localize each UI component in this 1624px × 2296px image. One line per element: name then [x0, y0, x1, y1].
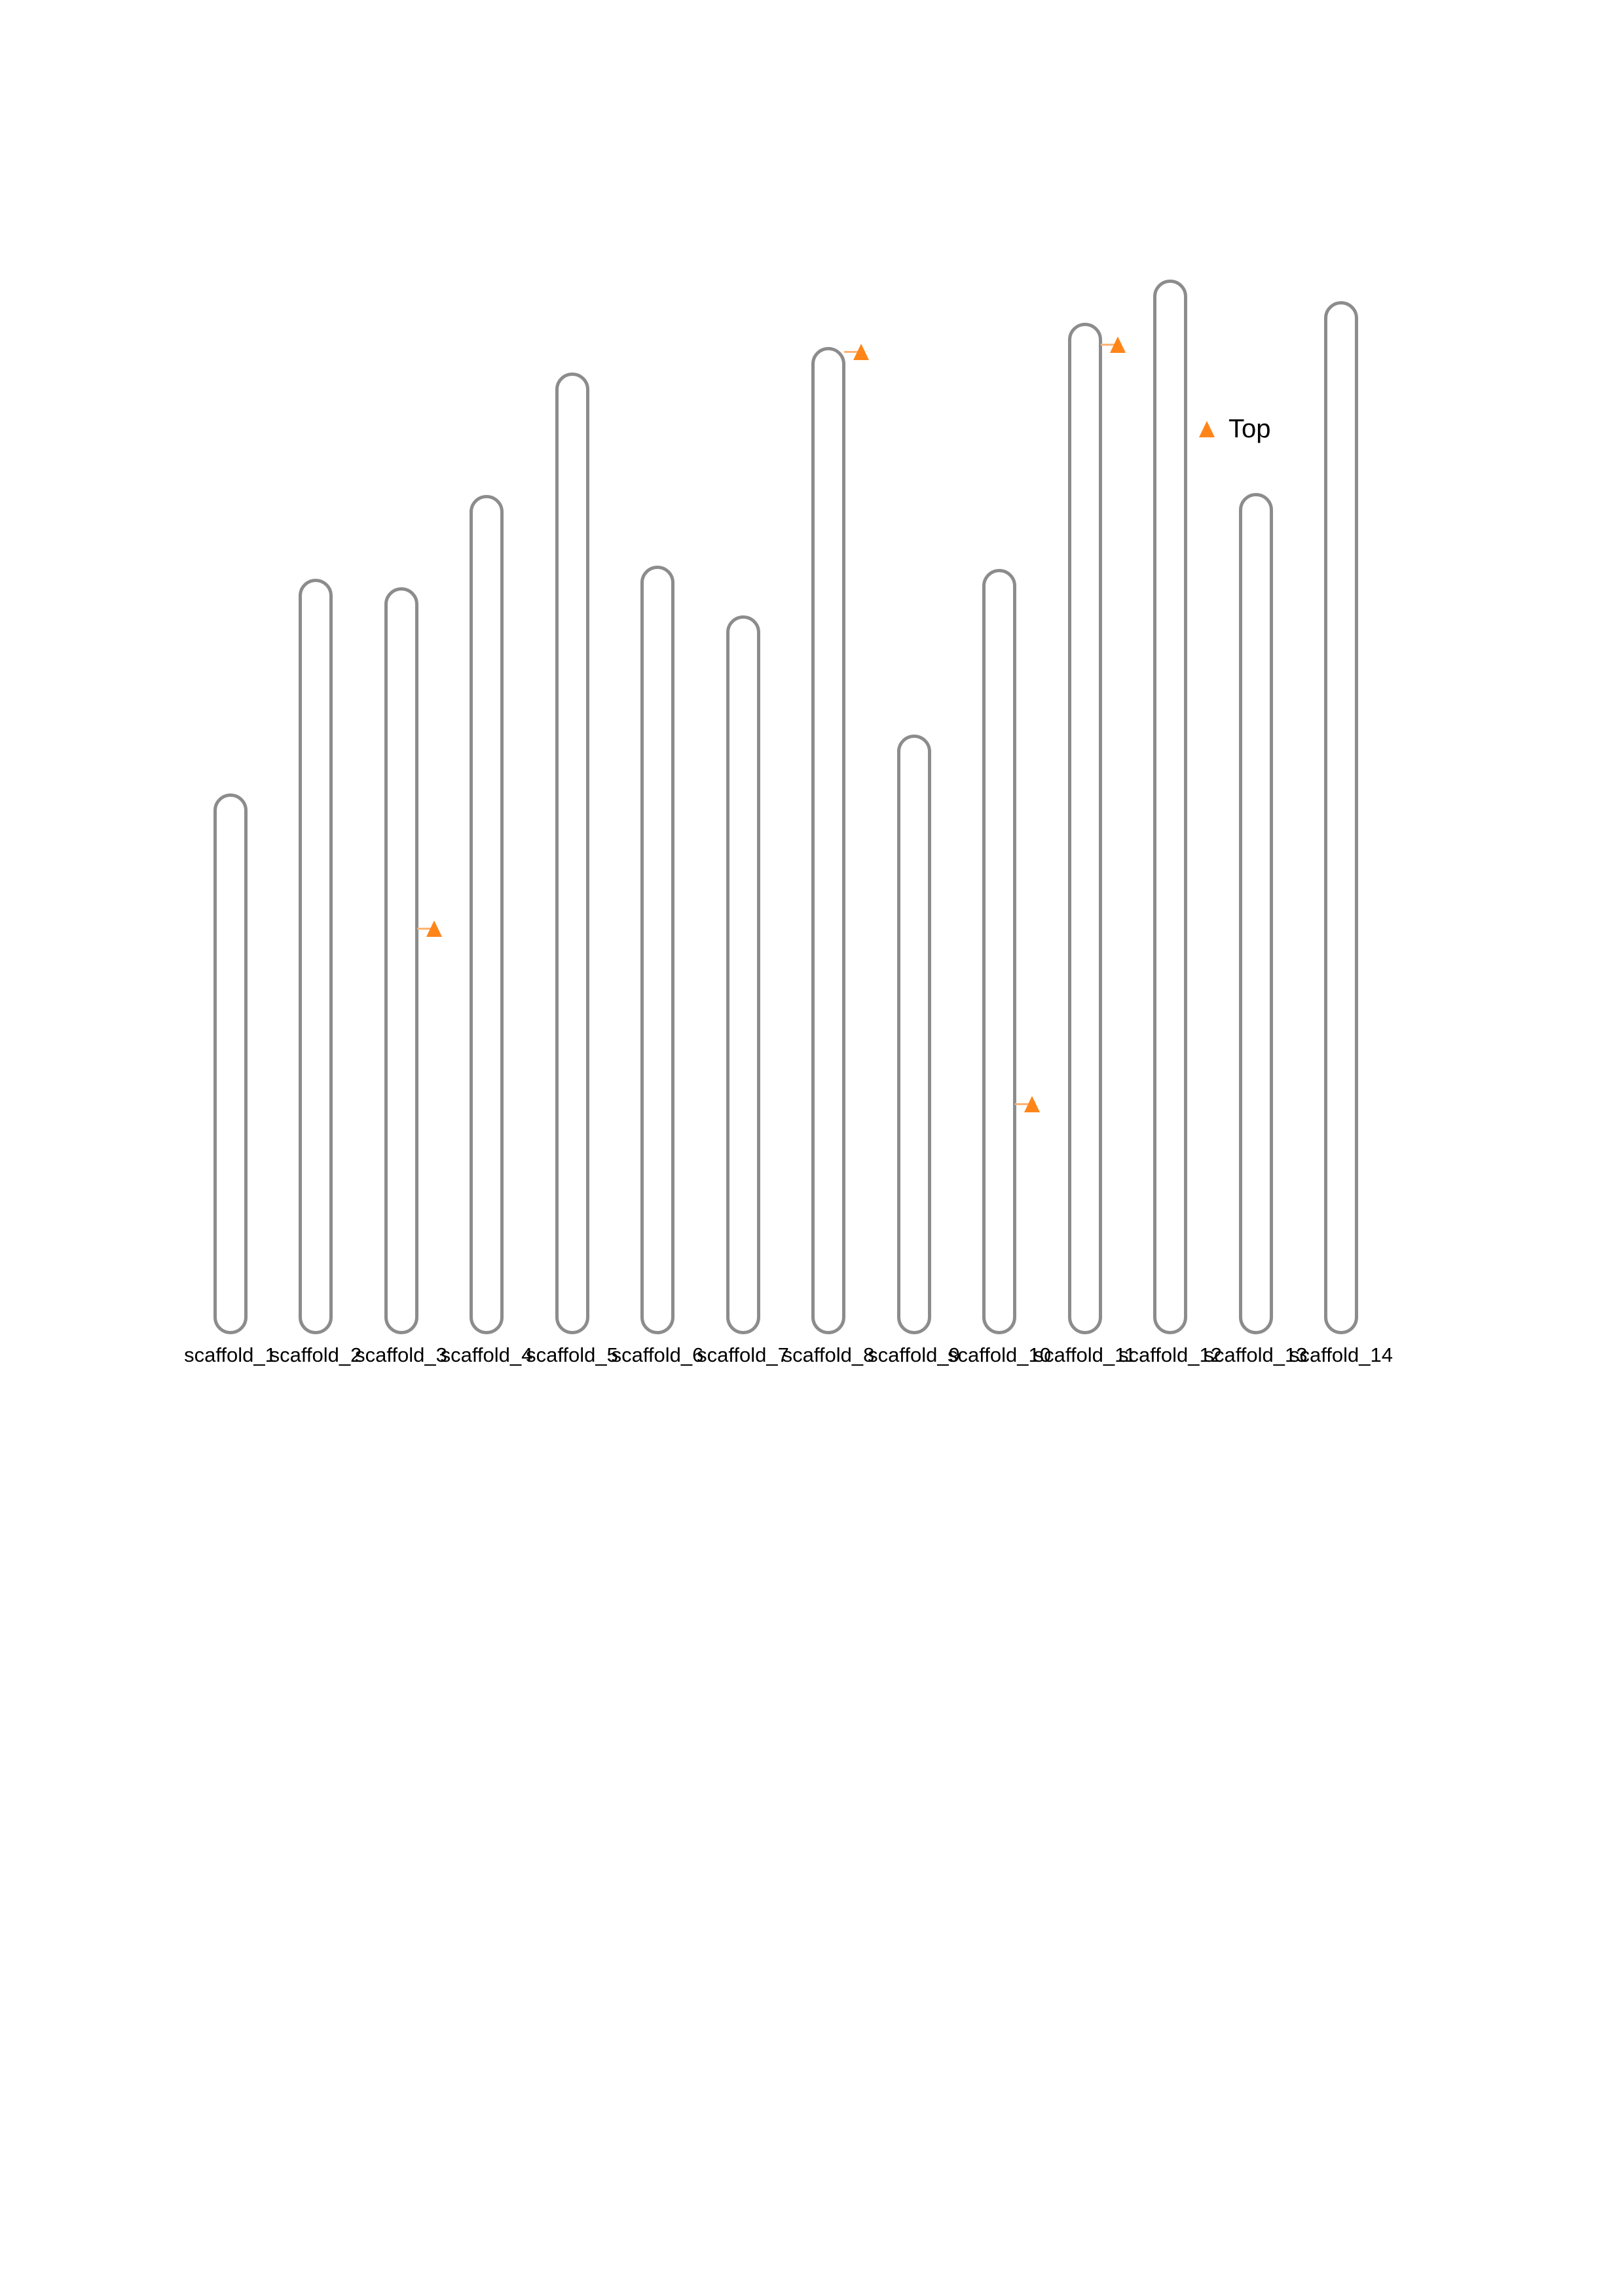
marker-triangle-icon: [1109, 336, 1126, 353]
bar-scaffold_12: [1153, 280, 1187, 1334]
bar-scaffold_14: [1324, 301, 1358, 1334]
label-scaffold_10: scaffold_10: [948, 1343, 1051, 1366]
label-scaffold_1: scaffold_1: [184, 1343, 276, 1366]
label-scaffold_14: scaffold_14: [1289, 1343, 1393, 1366]
marker-triangle-icon: [426, 920, 442, 937]
marker-triangle-icon: [853, 343, 869, 360]
bar-scaffold_8: [811, 347, 845, 1334]
bar-scaffold_4: [470, 495, 504, 1334]
legend-label: Top: [1228, 414, 1271, 443]
label-scaffold_4: scaffold_4: [440, 1343, 533, 1366]
legend-triangle-icon: [1199, 420, 1215, 437]
bar-scaffold_2: [299, 579, 333, 1334]
bar-scaffold_10: [982, 569, 1016, 1334]
label-scaffold_12: scaffold_12: [1118, 1343, 1222, 1366]
bar-scaffold_6: [640, 566, 674, 1334]
label-scaffold_7: scaffold_7: [697, 1343, 789, 1366]
bar-scaffold_1: [213, 793, 248, 1334]
marker-triangle-icon: [1024, 1095, 1040, 1112]
label-scaffold_9: scaffold_9: [868, 1343, 960, 1366]
bar-scaffold_13: [1238, 493, 1273, 1334]
label-scaffold_3: scaffold_3: [355, 1343, 447, 1366]
label-scaffold_6: scaffold_6: [611, 1343, 704, 1366]
label-scaffold_8: scaffold_8: [782, 1343, 875, 1366]
bar-scaffold_7: [726, 615, 760, 1334]
label-scaffold_11: scaffold_11: [1033, 1343, 1136, 1366]
bar-scaffold_11: [1067, 323, 1102, 1334]
bar-scaffold_9: [896, 735, 931, 1334]
bar-scaffold_5: [555, 373, 589, 1334]
label-scaffold_2: scaffold_2: [269, 1343, 362, 1366]
bar-scaffold_3: [384, 587, 418, 1334]
label-scaffold_13: scaffold_13: [1204, 1343, 1308, 1366]
label-scaffold_5: scaffold_5: [526, 1343, 618, 1366]
